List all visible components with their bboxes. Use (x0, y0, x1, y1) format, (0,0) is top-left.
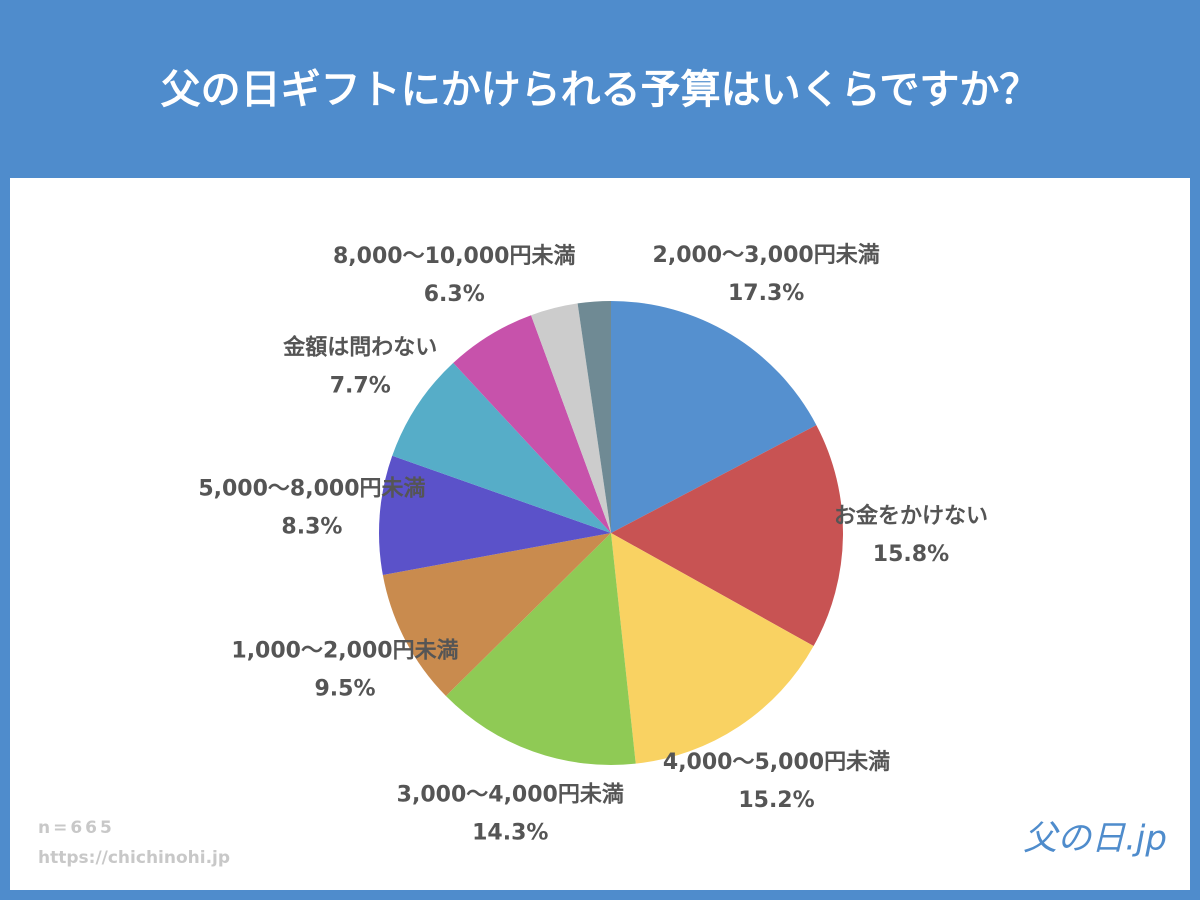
pie-slice (611, 301, 817, 533)
slice-label: 4,000〜5,000円未満 (663, 749, 890, 775)
sample-size: n=665 (38, 818, 115, 838)
slice-value: 15.8% (873, 542, 949, 567)
slice-label: 2,000〜3,000円未満 (653, 242, 880, 268)
pie-slice (531, 303, 611, 533)
pie-slice (392, 362, 611, 533)
slice-label: 金額は問わない (282, 334, 437, 360)
slice-value: 9.5% (314, 677, 375, 702)
pie-slice (382, 533, 611, 697)
pie-slice (577, 301, 611, 533)
pie-slice (379, 455, 611, 576)
slice-label: 1,000〜2,000円未満 (231, 638, 458, 664)
slice-label: 3,000〜4,000円未満 (397, 782, 624, 808)
pie-slice (611, 425, 843, 647)
logo: 父の日.jp (1023, 819, 1167, 859)
slice-value: 6.3% (424, 282, 485, 307)
url: https://chichinohi.jp (38, 848, 230, 868)
pie-slice (445, 533, 636, 765)
slice-value: 7.7% (330, 373, 391, 398)
slice-label: 8,000〜10,000円未満 (333, 243, 575, 269)
slice-value: 8.3% (281, 514, 342, 539)
pie: 2,000〜3,000円未満 17.3% お金をかけない 15.8% 4,000〜5,0… (198, 242, 988, 845)
slice-value: 14.3% (472, 821, 548, 846)
pie-slice (611, 533, 814, 764)
pie-slice (453, 315, 611, 533)
slice-label: 5,000〜8,000円未満 (198, 475, 425, 501)
title: 父の日ギフトにかけられる予算はいくらですか？ (161, 67, 1040, 113)
slice-value: 17.3% (728, 281, 804, 306)
slice-label: お金をかけない (834, 503, 988, 529)
slice-value: 15.2% (738, 788, 814, 813)
